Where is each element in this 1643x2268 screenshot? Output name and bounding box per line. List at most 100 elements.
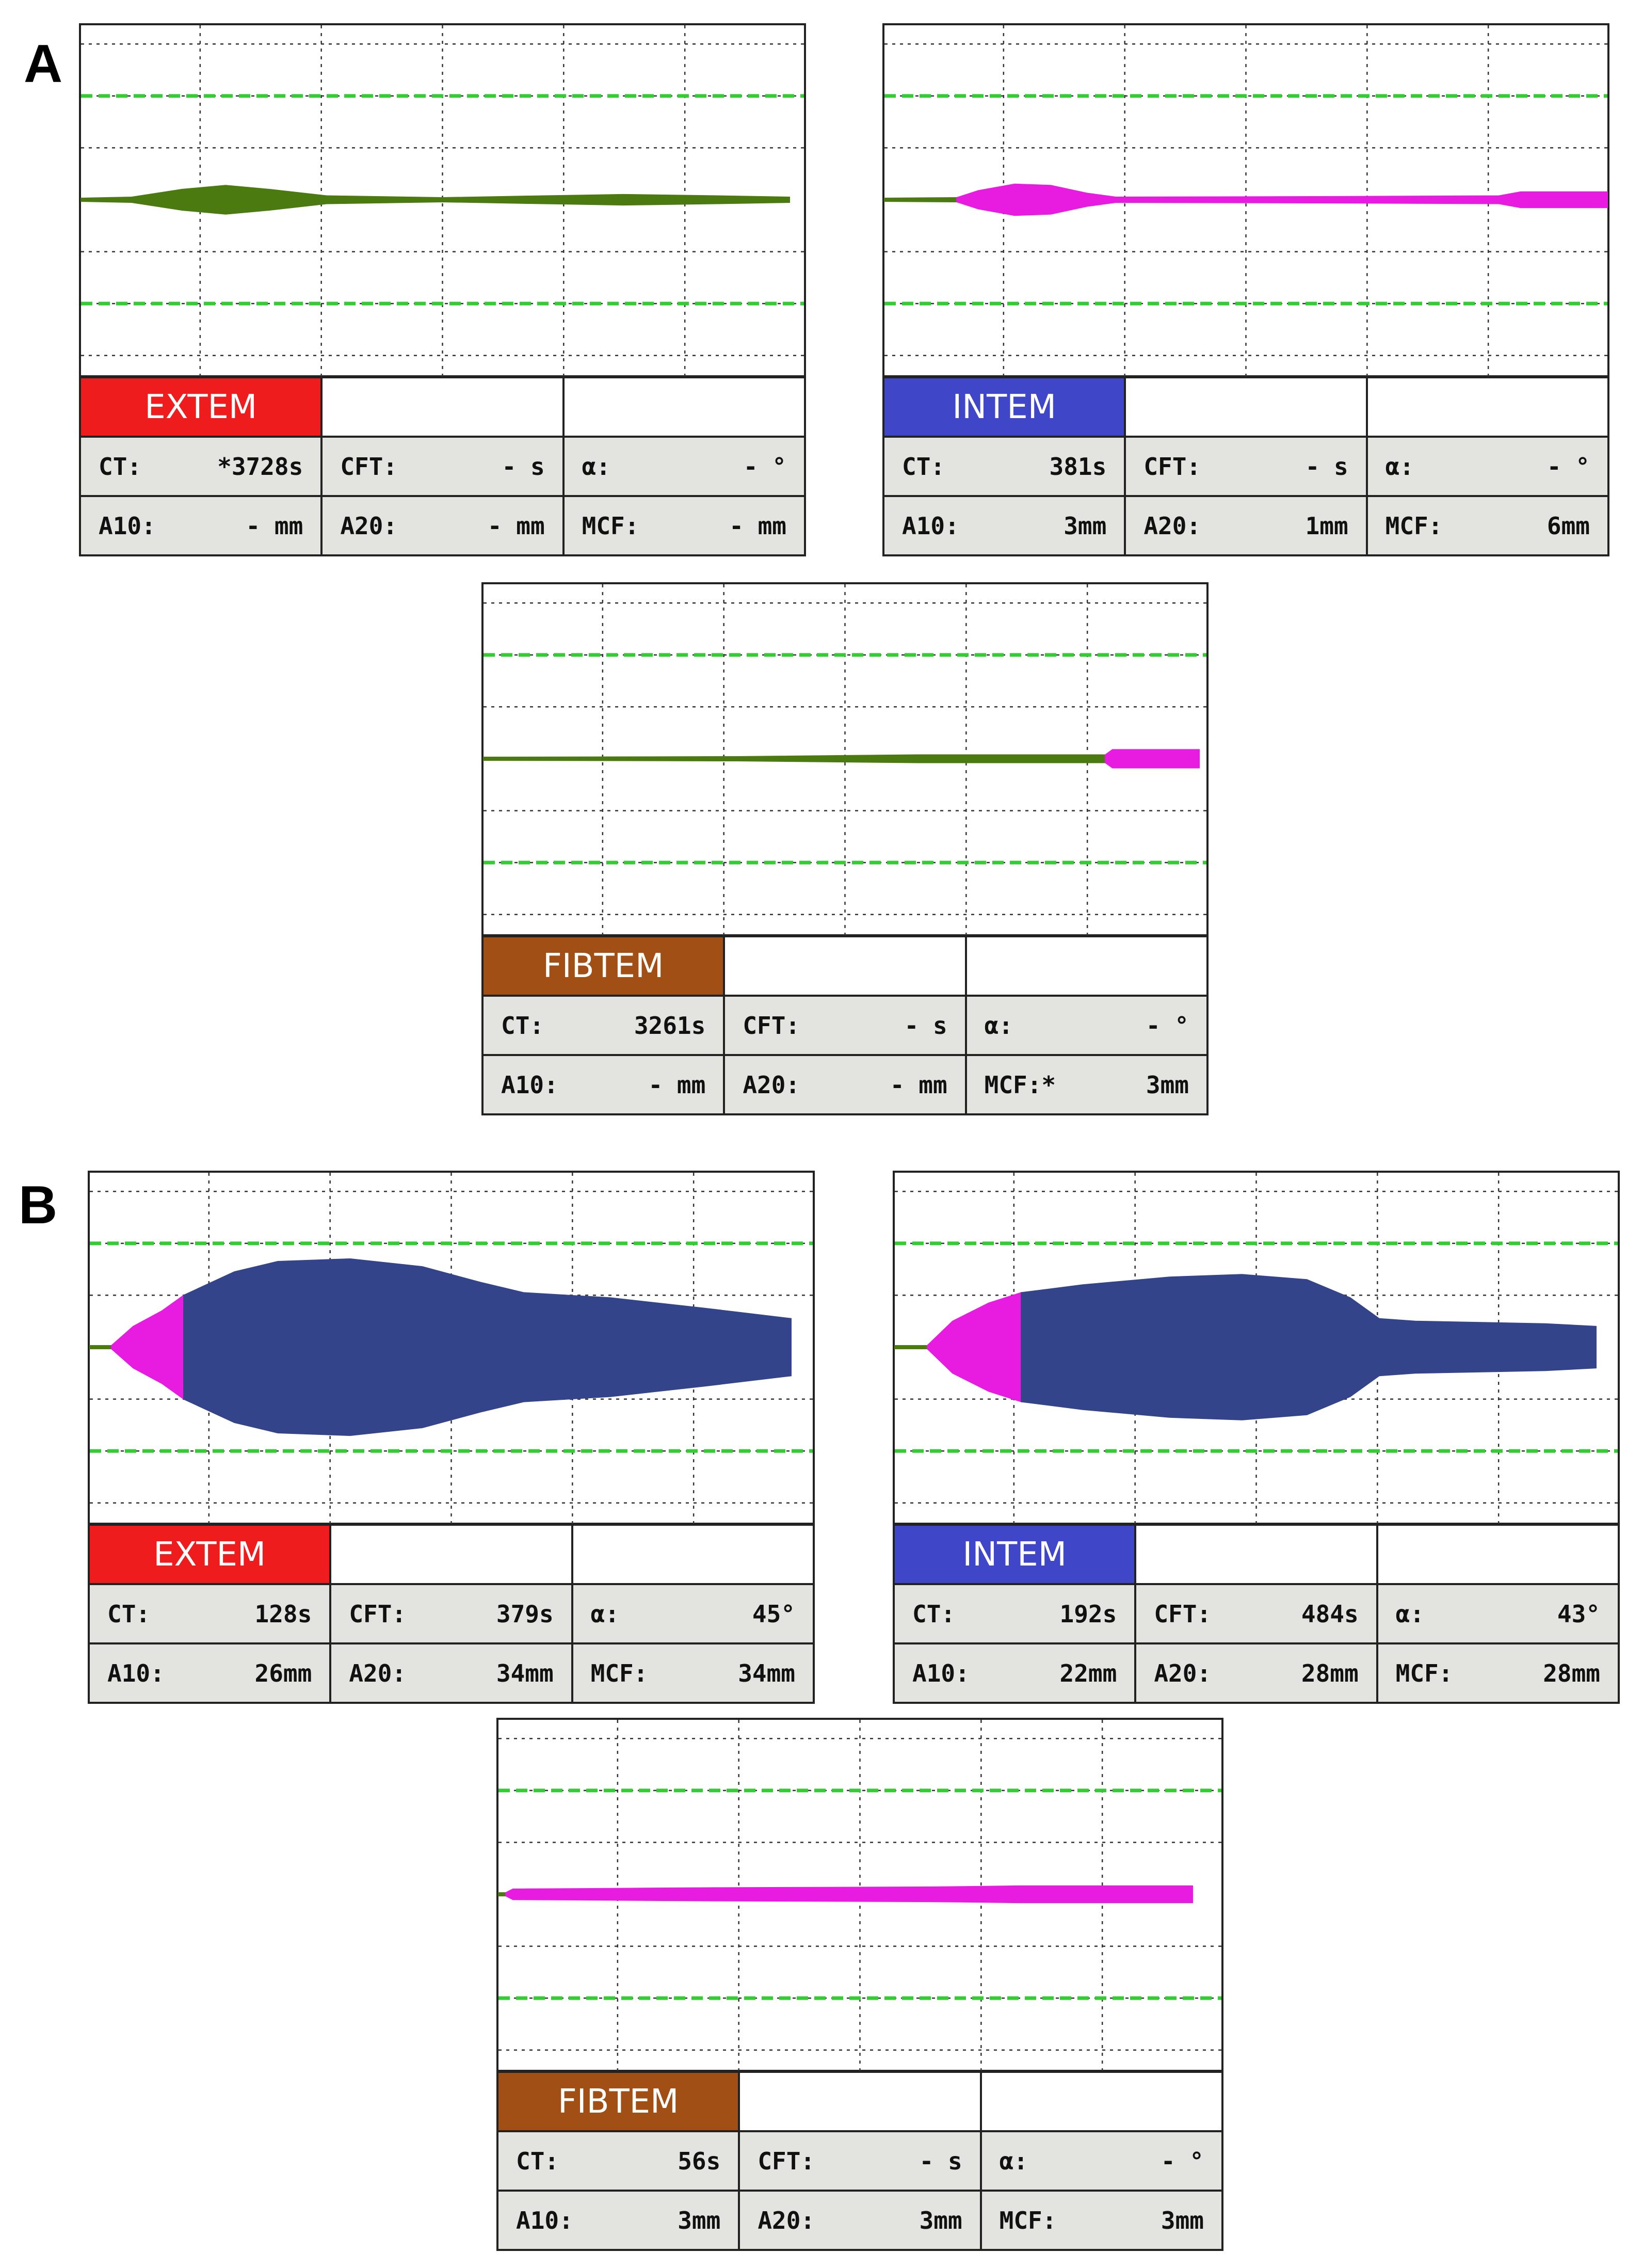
param-value: - s (919, 2147, 962, 2175)
param-alpha: α: - ° (981, 2132, 1221, 2190)
temogram-plot (79, 23, 806, 376)
param-value: 3261s (634, 1011, 706, 1040)
param-value: 192s (1059, 1600, 1117, 1628)
parameter-table: FIBTEM CT: 56s CFT: - s α: - ° A10: 3mm A20: 3mm MC… (496, 2071, 1223, 2251)
parameter-table: INTEM CT: 381s CFT: - s α: - ° A10: 3mm A20: 1mm MC… (882, 376, 1609, 556)
param-value: 43° (1557, 1600, 1600, 1628)
param-ct: CT: 128s (90, 1585, 330, 1642)
param-a20: A20: 34mm (331, 1644, 571, 1702)
param-alpha: α: - ° (564, 438, 804, 495)
param-a10: A10: - mm (484, 1056, 723, 1113)
param-value: *3728s (217, 452, 303, 481)
trace-clot-formation (956, 183, 1608, 216)
param-value: 45° (752, 1600, 795, 1628)
param-a10: A10: 3mm (884, 497, 1124, 554)
param-a20: A20: 28mm (1136, 1644, 1376, 1702)
param-a20: A20: - mm (323, 497, 562, 554)
param-label: A20: (758, 2206, 815, 2234)
trace-clot-formation (505, 1885, 1193, 1904)
temogram-b-fibtem: FIBTEM CT: 56s CFT: - s α: - ° A10: 3mm A20: 3mm MC… (496, 1718, 1223, 2251)
param-value: - ° (1161, 2147, 1204, 2175)
blank-cell (1126, 378, 1366, 436)
param-label: CT: (501, 1011, 544, 1040)
blank-cell (1378, 1526, 1618, 1583)
param-label: MCF: (1385, 512, 1443, 540)
param-label: CT: (912, 1600, 956, 1628)
param-label: A20: (349, 1659, 407, 1687)
param-ct: CT: 3261s (484, 997, 723, 1054)
param-cft: CFT: - s (725, 997, 965, 1054)
trace-pre-clot (89, 1345, 112, 1349)
param-value: 3mm (1064, 512, 1107, 540)
param-label: A10: (516, 2206, 573, 2234)
param-value: 28mm (1301, 1659, 1359, 1687)
assay-name: INTEM (895, 1526, 1135, 1583)
param-value: - mm (246, 512, 303, 540)
param-value: - s (502, 452, 545, 481)
blank-cell (331, 1526, 571, 1583)
temogram-b-extem: EXTEM CT: 128s CFT: 379s α: 45° A10: 26mm A20: 34m… (88, 1171, 815, 1704)
param-value: - s (1305, 452, 1348, 481)
param-label: CT: (516, 2147, 559, 2175)
param-cft: CFT: - s (323, 438, 562, 495)
assay-name: INTEM (884, 378, 1124, 436)
param-cft: CFT: 484s (1136, 1585, 1376, 1642)
panel-letter-b: B (19, 1175, 58, 1235)
param-mcf: MCF: 6mm (1367, 497, 1607, 554)
param-label: CT: (107, 1600, 151, 1628)
param-value: - mm (729, 512, 786, 540)
param-value: 3mm (919, 2206, 962, 2234)
trace-pre-clot (894, 1345, 928, 1349)
param-value: 3mm (678, 2206, 721, 2234)
param-ct: CT: 192s (895, 1585, 1135, 1642)
param-label: α: (1385, 452, 1414, 481)
param-value: - ° (743, 452, 786, 481)
param-value: - mm (890, 1071, 947, 1099)
temogram-plot (88, 1171, 815, 1524)
panel-letter-a: A (24, 34, 63, 94)
temogram-plot (882, 23, 1609, 376)
trace-clot-firmness (80, 185, 790, 215)
assay-name: FIBTEM (484, 937, 723, 995)
parameter-table: FIBTEM CT: 3261s CFT: - s α: - ° A10: - mm A20: - … (481, 935, 1209, 1115)
temogram-plot (893, 1171, 1620, 1524)
param-value: - ° (1146, 1011, 1189, 1040)
trace-clot-firmness (1021, 1274, 1597, 1420)
param-value: 128s (254, 1600, 312, 1628)
blank-cell (1136, 1526, 1376, 1583)
parameter-table: INTEM CT: 192s CFT: 484s α: 43° A10: 22mm A20: 28m… (893, 1524, 1620, 1704)
param-value: - mm (487, 512, 545, 540)
temogram-plot (481, 582, 1209, 935)
param-alpha: α: 43° (1378, 1585, 1618, 1642)
param-alpha: α: - ° (1367, 438, 1607, 495)
param-value: 22mm (1059, 1659, 1117, 1687)
blank-cell (981, 2073, 1221, 2130)
param-cft: CFT: - s (740, 2132, 980, 2190)
blank-cell (323, 378, 562, 436)
temogram-a-extem: EXTEM CT: *3728s CFT: - s α: - ° A10: - mm A20: - … (79, 23, 806, 556)
param-label: CFT: (340, 452, 398, 481)
param-alpha: α: - ° (967, 997, 1206, 1054)
param-a10: A10: 22mm (895, 1644, 1135, 1702)
param-label: A10: (107, 1659, 165, 1687)
blank-cell (564, 378, 804, 436)
param-label: CFT: (743, 1011, 800, 1040)
param-label: α: (1395, 1600, 1425, 1628)
assay-name: EXTEM (81, 378, 321, 436)
param-value: 381s (1049, 452, 1107, 481)
param-value: 3mm (1146, 1071, 1189, 1099)
temogram-a-fibtem: FIBTEM CT: 3261s CFT: - s α: - ° A10: - mm A20: - … (481, 582, 1209, 1115)
temogram-b-intem: INTEM CT: 192s CFT: 484s α: 43° A10: 22mm A20: 28m… (893, 1171, 1620, 1704)
blank-cell (573, 1526, 813, 1583)
param-value: 34mm (496, 1659, 554, 1687)
assay-name: FIBTEM (498, 2073, 738, 2130)
param-a10: A10: 26mm (90, 1644, 330, 1702)
param-value: - s (904, 1011, 947, 1040)
param-label: A10: (902, 512, 959, 540)
param-a20: A20: 3mm (740, 2192, 980, 2249)
param-a10: A10: 3mm (498, 2192, 738, 2249)
param-ct: CT: 381s (884, 438, 1124, 495)
trace-clot-formation (1104, 749, 1200, 769)
param-label: A10: (99, 512, 156, 540)
param-label: α: (984, 1011, 1013, 1040)
